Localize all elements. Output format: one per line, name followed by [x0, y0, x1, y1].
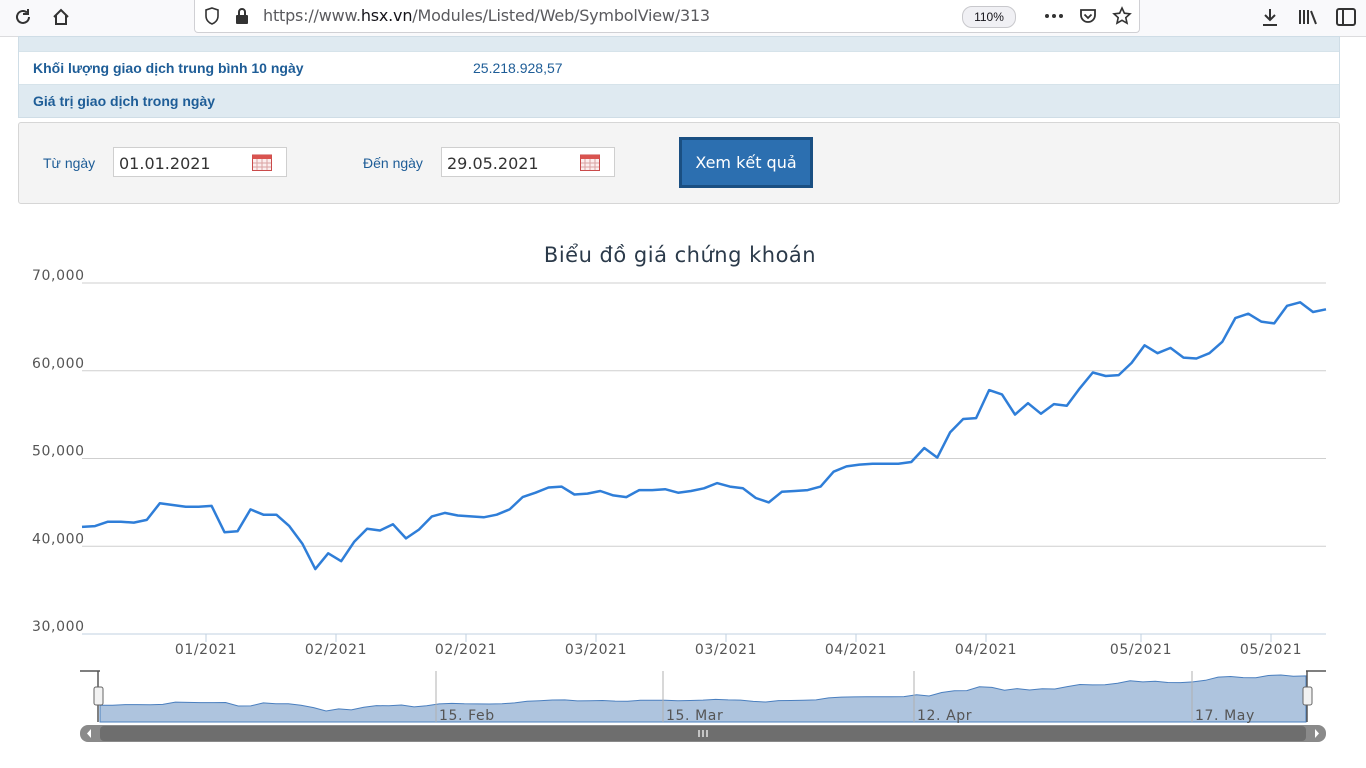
chart-title: Biểu đồ giá chứng khoán — [544, 243, 816, 267]
series-layer — [81, 301, 1327, 571]
x-tick-label: 05/2021 — [1240, 642, 1302, 658]
from-date-label: Từ ngày — [43, 155, 96, 171]
trading-info-table: Khối lượng giao dịch trung bình 10 ngày … — [18, 36, 1340, 118]
to-date-input[interactable]: 29.05.2021 — [441, 147, 615, 177]
x-tick-label: 03/2021 — [565, 642, 627, 658]
navigator-area — [99, 674, 1307, 723]
url-host: hsx.vn — [360, 6, 413, 25]
download-icon[interactable] — [1257, 4, 1283, 30]
y-tick-label: 40,000 — [32, 531, 85, 547]
home-icon[interactable] — [48, 4, 74, 30]
x-tick-label: 02/2021 — [305, 642, 367, 658]
x-tick-label: 04/2021 — [955, 642, 1017, 658]
x-tick-label: 01/2021 — [175, 642, 237, 658]
row-label: Khối lượng giao dịch trung bình 10 ngày — [33, 60, 304, 76]
url-text: https://www.hsx.vn/Modules/Listed/Web/Sy… — [263, 6, 710, 25]
pocket-icon[interactable] — [1075, 3, 1101, 29]
library-icon[interactable] — [1295, 4, 1321, 30]
stock-price-chart: Biểu đồ giá chứng khoán 70,000 60,000 50,0… — [32, 243, 1327, 742]
url-path: /Modules/Listed/Web/SymbolView/313 — [412, 6, 710, 25]
table-row: Khối lượng giao dịch trung bình 10 ngày … — [19, 51, 1339, 84]
table-row-cut — [19, 37, 1339, 51]
navigator-left-handle[interactable] — [93, 686, 104, 706]
navigator-label: 15. Mar — [666, 708, 723, 724]
to-date-value: 29.05.2021 — [447, 154, 539, 173]
y-axis: 70,000 60,000 50,000 40,000 30,000 — [32, 268, 85, 635]
navigator-label: 15. Feb — [439, 708, 495, 724]
navigator-right-handle[interactable] — [1302, 686, 1313, 706]
zoom-badge[interactable]: 110% — [962, 6, 1016, 28]
lock-icon[interactable] — [229, 3, 255, 29]
browser-toolbar: https://www.hsx.vn/Modules/Listed/Web/Sy… — [0, 0, 1366, 37]
x-tick-label: 04/2021 — [825, 642, 887, 658]
y-tick-label: 60,000 — [32, 356, 85, 372]
scroll-right-arrow — [1315, 729, 1319, 738]
y-tick-label: 70,000 — [32, 268, 85, 284]
calendar-icon[interactable] — [580, 153, 600, 171]
more-icon[interactable] — [1041, 3, 1067, 29]
to-date-label: Đến ngày — [363, 155, 423, 171]
price-series-line — [81, 301, 1327, 571]
from-date-value: 01.01.2021 — [119, 154, 211, 173]
x-axis: 01/2021 02/2021 02/2021 03/2021 03/2021 04/20… — [175, 634, 1302, 658]
y-tick-label: 30,000 — [32, 619, 85, 635]
x-tick-label: 05/2021 — [1110, 642, 1172, 658]
view-results-button[interactable]: Xem kết quả — [679, 137, 813, 188]
date-filter-panel: Từ ngày 01.01.2021 Đến ngày 29.05.2021 X… — [18, 122, 1340, 204]
navigator[interactable]: 15. Feb 15. Mar 12. Apr 17. May — [80, 670, 1326, 742]
sidebar-icon[interactable] — [1333, 4, 1359, 30]
navigator-label: 12. Apr — [917, 708, 972, 724]
table-row: Giá trị giao dịch trong ngày — [19, 84, 1339, 117]
from-date-input[interactable]: 01.01.2021 — [113, 147, 287, 177]
chart-grid — [82, 282, 1326, 635]
shield-icon[interactable] — [199, 3, 225, 29]
bookmark-star-icon[interactable] — [1109, 3, 1135, 29]
url-bar[interactable]: https://www.hsx.vn/Modules/Listed/Web/Sy… — [194, 0, 1140, 33]
scrollbar-grip — [698, 730, 708, 737]
y-tick-label: 50,000 — [32, 444, 85, 460]
row-value: 25.218.928,57 — [473, 60, 563, 76]
scroll-left-arrow — [87, 729, 91, 738]
reload-icon[interactable] — [10, 4, 36, 30]
calendar-icon[interactable] — [252, 153, 272, 171]
row-label: Giá trị giao dịch trong ngày — [33, 93, 216, 109]
navigator-label: 17. May — [1195, 708, 1255, 724]
x-tick-label: 03/2021 — [695, 642, 757, 658]
x-tick-label: 02/2021 — [435, 642, 497, 658]
